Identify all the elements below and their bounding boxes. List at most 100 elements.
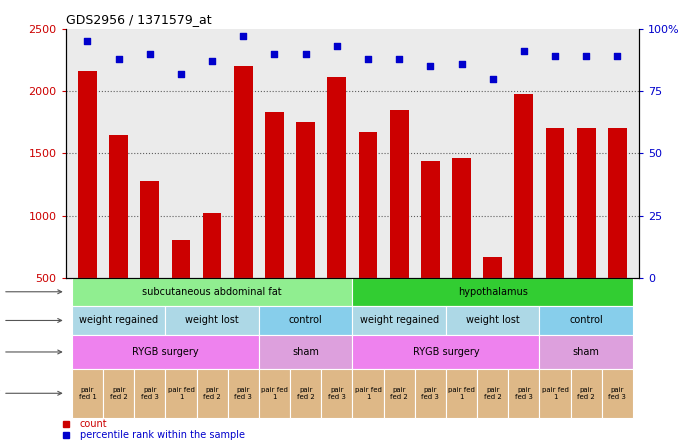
Text: weight regained: weight regained xyxy=(359,316,439,325)
Bar xyxy=(72,369,103,418)
Bar xyxy=(452,159,471,278)
Text: pair
fed 3: pair fed 3 xyxy=(608,387,626,400)
Text: protocol: protocol xyxy=(0,347,61,357)
Point xyxy=(580,53,591,60)
Text: control: control xyxy=(289,316,323,325)
Text: pair
fed 3: pair fed 3 xyxy=(515,387,533,400)
Bar xyxy=(446,369,477,418)
Text: disease state: disease state xyxy=(0,316,61,325)
Text: pair
fed 2: pair fed 2 xyxy=(110,387,128,400)
Bar xyxy=(103,369,134,418)
Bar xyxy=(72,278,352,306)
Bar xyxy=(540,369,571,418)
Bar xyxy=(265,112,284,278)
Text: pair
fed 2: pair fed 2 xyxy=(296,387,314,400)
Bar xyxy=(352,369,384,418)
Bar xyxy=(134,369,165,418)
Bar xyxy=(165,369,196,418)
Bar xyxy=(290,369,321,418)
Point xyxy=(518,48,529,55)
Text: percentile rank within the sample: percentile rank within the sample xyxy=(80,430,245,440)
Bar xyxy=(359,132,377,278)
Bar xyxy=(352,335,540,369)
Point xyxy=(300,50,311,57)
Text: pair
fed 3: pair fed 3 xyxy=(141,387,159,400)
Bar xyxy=(352,278,633,306)
Point xyxy=(363,55,374,62)
Point xyxy=(207,58,218,65)
Text: GDS2956 / 1371579_at: GDS2956 / 1371579_at xyxy=(66,13,211,26)
Text: hypothalamus: hypothalamus xyxy=(457,287,528,297)
Text: subcutaneous abdominal fat: subcutaneous abdominal fat xyxy=(142,287,282,297)
Point xyxy=(144,50,155,57)
Bar xyxy=(577,128,596,278)
Point xyxy=(82,38,93,45)
Bar xyxy=(515,94,533,278)
Point xyxy=(487,75,498,82)
Point xyxy=(394,55,405,62)
Bar xyxy=(384,369,415,418)
Bar xyxy=(509,369,540,418)
Bar xyxy=(571,369,602,418)
Point xyxy=(456,60,467,67)
Bar xyxy=(421,161,439,278)
Point xyxy=(176,70,187,77)
Bar xyxy=(608,128,627,278)
Text: control: control xyxy=(569,316,603,325)
Bar xyxy=(109,135,128,278)
Bar xyxy=(477,369,509,418)
Text: count: count xyxy=(80,419,108,429)
Point xyxy=(331,43,342,50)
Text: other: other xyxy=(0,388,61,398)
Text: pair fed
1: pair fed 1 xyxy=(167,387,194,400)
Point xyxy=(549,53,560,60)
Text: sham: sham xyxy=(292,347,319,357)
Text: pair fed
1: pair fed 1 xyxy=(448,387,475,400)
Point xyxy=(425,63,436,70)
Text: pair fed
1: pair fed 1 xyxy=(354,387,381,400)
Text: pair
fed 3: pair fed 3 xyxy=(422,387,439,400)
Bar xyxy=(165,306,259,335)
Point xyxy=(113,55,124,62)
Bar xyxy=(196,369,228,418)
Text: weight lost: weight lost xyxy=(185,316,239,325)
Text: weight regained: weight regained xyxy=(79,316,158,325)
Bar xyxy=(171,241,190,278)
Point xyxy=(238,33,249,40)
Text: pair
fed 3: pair fed 3 xyxy=(234,387,252,400)
Bar xyxy=(352,306,446,335)
Bar xyxy=(446,306,540,335)
Bar xyxy=(72,306,165,335)
Bar xyxy=(259,306,352,335)
Text: sham: sham xyxy=(573,347,600,357)
Text: pair
fed 3: pair fed 3 xyxy=(328,387,346,400)
Bar xyxy=(140,181,159,278)
Text: RYGB surgery: RYGB surgery xyxy=(132,347,199,357)
Bar xyxy=(202,213,222,278)
Text: pair
fed 2: pair fed 2 xyxy=(390,387,408,400)
Bar xyxy=(415,369,446,418)
Text: tissue: tissue xyxy=(0,287,61,297)
Bar xyxy=(259,369,290,418)
Text: pair
fed 2: pair fed 2 xyxy=(203,387,221,400)
Bar xyxy=(483,257,502,278)
Bar xyxy=(390,111,408,278)
Bar xyxy=(78,71,97,278)
Text: pair
fed 2: pair fed 2 xyxy=(484,387,502,400)
Bar xyxy=(328,77,346,278)
Text: pair
fed 2: pair fed 2 xyxy=(577,387,595,400)
Bar xyxy=(602,369,633,418)
Bar xyxy=(540,335,633,369)
Text: pair
fed 1: pair fed 1 xyxy=(79,387,97,400)
Bar xyxy=(259,335,352,369)
Bar xyxy=(234,66,253,278)
Point xyxy=(269,50,280,57)
Bar xyxy=(540,306,633,335)
Bar xyxy=(546,128,565,278)
Text: weight lost: weight lost xyxy=(466,316,520,325)
Text: pair fed
1: pair fed 1 xyxy=(542,387,569,400)
Text: pair fed
1: pair fed 1 xyxy=(261,387,288,400)
Bar xyxy=(296,122,315,278)
Bar xyxy=(321,369,352,418)
Bar xyxy=(72,335,259,369)
